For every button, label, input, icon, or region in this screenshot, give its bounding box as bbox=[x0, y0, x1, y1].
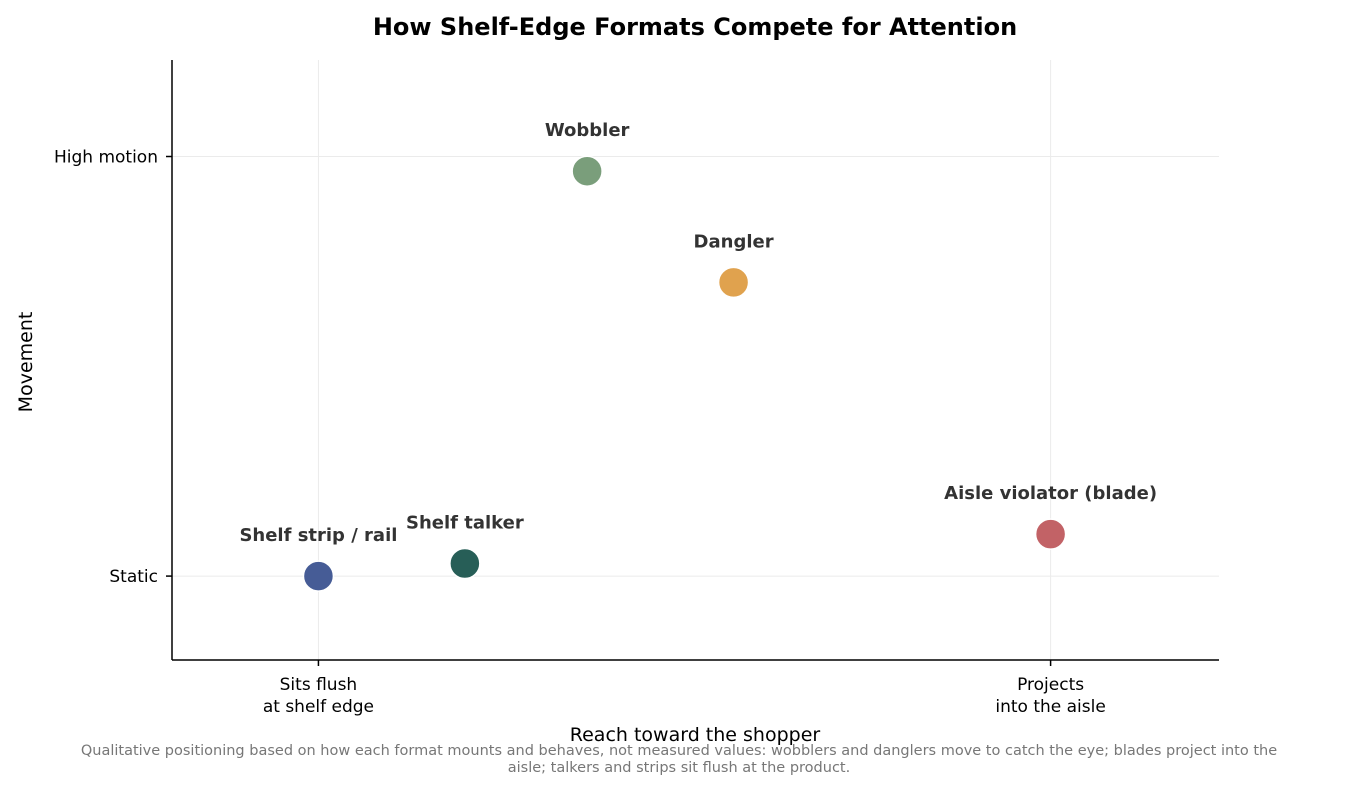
point-label-shelf-strip-rail: Shelf strip / rail bbox=[239, 525, 397, 546]
point-label-dangler: Dangler bbox=[694, 231, 774, 252]
y-axis-label: Movement bbox=[15, 312, 37, 413]
x-tick-label: Sits flush at shelf edge bbox=[263, 675, 374, 717]
grid bbox=[172, 60, 1219, 660]
point-wobbler bbox=[571, 155, 603, 187]
point-label-aisle-violator-blade: Aisle violator (blade) bbox=[944, 483, 1157, 504]
ticks: Sits flush at shelf edge Projects into the … bbox=[54, 148, 1106, 717]
point-shelf-strip-rail bbox=[302, 560, 335, 592]
data-points bbox=[302, 155, 1067, 592]
point-aisle-violator-blade bbox=[1034, 518, 1067, 550]
y-tick-label: High motion bbox=[54, 148, 158, 168]
caption-line-2: aisle; talkers and strips sit flush at t… bbox=[508, 760, 850, 776]
point-labels: Shelf strip / rail Shelf talker Wobbler Dan… bbox=[239, 120, 1157, 546]
x-tick-label: Projects into the aisle bbox=[995, 675, 1105, 717]
point-label-shelf-talker: Shelf talker bbox=[406, 512, 524, 533]
chart-title: How Shelf-Edge Formats Compete for Atten… bbox=[373, 13, 1017, 41]
point-label-wobbler: Wobbler bbox=[545, 120, 630, 141]
y-tick-label: Static bbox=[109, 567, 158, 587]
point-dangler bbox=[717, 266, 750, 299]
chart-caption: Qualitative positioning based on how eac… bbox=[81, 743, 1277, 776]
caption-line-1: Qualitative positioning based on how eac… bbox=[81, 743, 1277, 759]
x-axis-label: Reach toward the shopper bbox=[570, 724, 821, 746]
point-shelf-talker bbox=[449, 547, 481, 580]
axes bbox=[171, 60, 1219, 661]
